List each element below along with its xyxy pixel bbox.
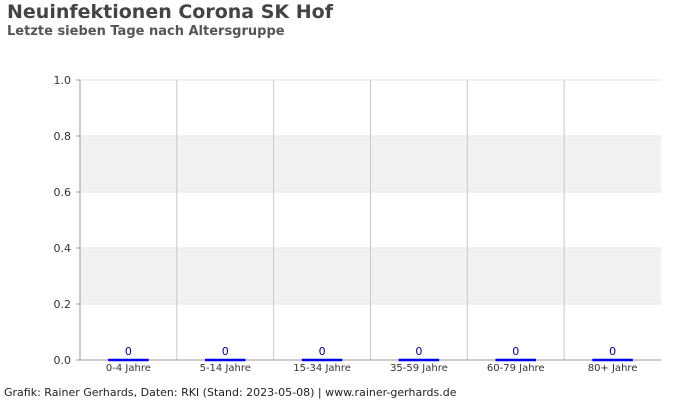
bar-value-label: 0 (222, 345, 229, 358)
y-tick-label: 0.6 (54, 186, 72, 199)
y-tick-label: 1.0 (54, 74, 72, 87)
chart-subtitle: Letzte sieben Tage nach Altersgruppe (7, 24, 285, 39)
bar-value-label: 0 (125, 345, 132, 358)
x-tick-label: 60-79 Jahre (487, 363, 545, 374)
bar (398, 358, 440, 362)
bar-value-label: 0 (512, 345, 519, 358)
bar (592, 358, 633, 362)
y-tick-label: 0.2 (54, 298, 72, 311)
bar-value-label: 0 (319, 345, 326, 358)
bar-value-label: 0 (609, 345, 616, 358)
x-tick-label: 5-14 Jahre (200, 363, 251, 374)
source-credit: Grafik: Rainer Gerhards, Daten: RKI (Sta… (4, 386, 457, 399)
x-tick-label: 80+ Jahre (588, 363, 638, 374)
bar (108, 358, 149, 362)
y-tick-label: 0.0 (54, 354, 72, 367)
x-tick-label: 15-34 Jahre (293, 363, 351, 374)
x-tick-label: 0-4 Jahre (106, 363, 151, 374)
bar (495, 358, 536, 362)
x-tick-label: 35-59 Jahre (390, 363, 448, 374)
bar (205, 358, 246, 362)
bar-value-label: 0 (415, 345, 422, 358)
y-tick-label: 0.8 (54, 130, 72, 143)
y-tick-label: 0.4 (54, 242, 72, 255)
chart-title: Neuinfektionen Corona SK Hof (7, 1, 333, 23)
bar (301, 358, 343, 362)
